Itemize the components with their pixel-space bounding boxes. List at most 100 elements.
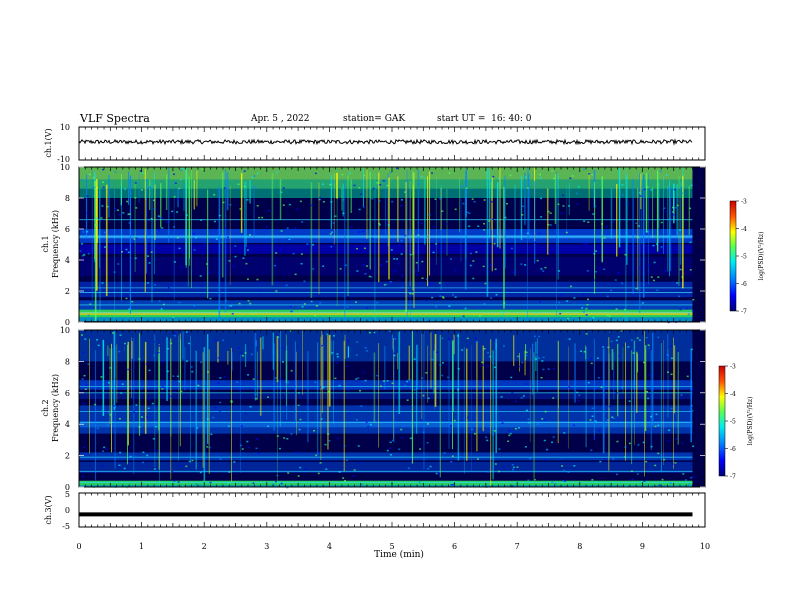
spectral-speckle: [358, 208, 361, 211]
spectral-speckle: [278, 447, 281, 450]
ch1-colorbar-ticks: -3 -4 -5 -6 -7: [736, 199, 747, 316]
spectral-speckle: [228, 471, 231, 473]
spectral-speckle: [192, 232, 195, 235]
spectral-speckle: [376, 301, 379, 304]
spectral-speckle: [218, 410, 221, 412]
spectral-speckle: [178, 187, 181, 190]
spectral-speckle: [122, 212, 125, 214]
ch1-frequency-ticklabels: 0 2 4 6 8 10: [60, 163, 705, 327]
spectral-speckle: [130, 242, 133, 245]
spectral-speckle: [426, 235, 429, 238]
spectral-speckle: [519, 365, 522, 368]
spectral-speckle: [680, 192, 683, 195]
spectral-speckle: [358, 231, 361, 233]
spectral-speckle: [119, 334, 122, 336]
spectral-speckle: [100, 376, 103, 378]
spectral-speckle: [418, 481, 421, 483]
spectral-speckle: [462, 315, 465, 317]
spectral-speckle: [353, 184, 356, 187]
spectral-speckle: [95, 217, 98, 220]
spectral-speckle: [103, 446, 106, 449]
spectral-speckle: [254, 393, 257, 396]
spectral-speckle: [599, 460, 602, 463]
spectral-speckle: [114, 208, 117, 210]
spectral-speckle: [279, 248, 282, 251]
date-label: Apr. 5 , 2022: [251, 114, 310, 124]
spectral-speckle: [322, 201, 325, 203]
spectral-speckle: [400, 239, 403, 242]
spectral-speckle: [536, 423, 539, 425]
spectral-speckle: [655, 413, 658, 416]
spectral-speckle: [178, 247, 181, 250]
spectral-speckle: [483, 222, 486, 225]
spectral-speckle: [417, 234, 420, 236]
spectral-speckle: [621, 282, 624, 285]
spectral-speckle: [558, 301, 561, 304]
spectral-speckle: [304, 468, 307, 470]
spectral-speckle: [241, 448, 244, 450]
spectral-speckle: [146, 416, 149, 418]
spectral-speckle: [427, 467, 430, 470]
spectral-speckle: [547, 223, 550, 226]
spectral-speckle: [420, 222, 423, 225]
spectral-speckle: [109, 367, 112, 369]
spectral-speckle: [256, 278, 259, 281]
spectral-speckle: [630, 470, 633, 473]
spectral-speckle: [586, 298, 589, 301]
spectral-speckle: [206, 418, 209, 420]
spectral-speckle: [457, 388, 460, 391]
spectral-speckle: [303, 303, 306, 305]
spectral-speckle: [557, 203, 560, 206]
spectral-speckle: [185, 465, 188, 468]
time-ticklabel: 8: [577, 542, 582, 551]
spectral-speckle: [483, 229, 486, 231]
spectral-speckle: [692, 445, 695, 447]
spectral-speckle: [647, 344, 650, 346]
spectral-speckle: [475, 251, 478, 253]
spectral-speckle: [511, 271, 514, 273]
spectral-speckle: [228, 305, 231, 307]
spectral-speckle: [367, 426, 370, 428]
spectral-speckle: [672, 206, 675, 209]
spectral-speckle: [593, 437, 596, 439]
spectral-speckle: [330, 201, 333, 203]
spectral-speckle: [602, 346, 605, 348]
spectral-speckle: [230, 304, 233, 307]
spectral-speckle: [357, 377, 360, 379]
colorbar-ticklabel: -3: [741, 199, 747, 206]
frequency-ticklabel: 2: [65, 452, 70, 461]
ch1-spectrogram-panel: 0 2 4 6 8 10 ch.1 Frequency (kHz): [41, 163, 706, 327]
spectral-speckle: [126, 486, 129, 489]
spectral-speckle: [258, 216, 261, 219]
spectral-speckle: [439, 295, 442, 297]
spectral-speckle: [297, 404, 300, 407]
spectral-speckle: [208, 446, 211, 449]
spectral-speckle: [157, 229, 160, 231]
spectral-speckle: [128, 213, 131, 215]
spectral-speckle: [679, 229, 682, 231]
spectral-speckle: [543, 418, 546, 421]
spectral-speckle: [101, 409, 104, 411]
spectral-speckle: [280, 230, 283, 232]
spectral-speckle: [148, 398, 151, 401]
spectral-speckle: [582, 311, 585, 313]
spectral-speckle: [536, 311, 539, 314]
spectral-speckle: [267, 425, 270, 428]
spectral-speckle: [525, 354, 528, 357]
spectral-speckle: [93, 186, 96, 189]
spectral-speckle: [383, 380, 386, 382]
spectral-speckle: [203, 243, 206, 245]
spectral-speckle: [580, 350, 583, 352]
spectral-speckle: [468, 212, 471, 214]
spectral-speckle: [404, 191, 407, 193]
spectral-speckle: [641, 480, 644, 483]
spectral-speckle: [498, 177, 501, 180]
spectral-speckle: [483, 303, 486, 305]
spectral-speckle: [434, 198, 437, 200]
spectral-speckle: [612, 458, 615, 460]
spectral-speckle: [158, 300, 161, 302]
spectral-speckle: [610, 340, 613, 343]
spectral-band: [79, 256, 693, 276]
spectral-speckle: [587, 381, 590, 384]
